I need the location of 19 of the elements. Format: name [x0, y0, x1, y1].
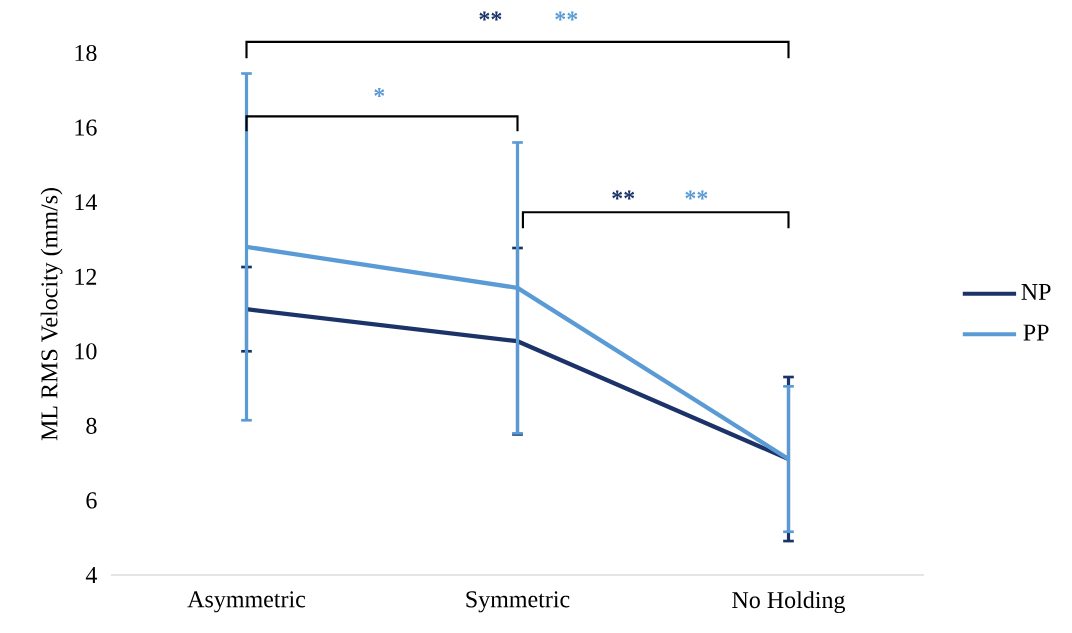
y-tick-label: 4: [85, 567, 98, 583]
y-tick-label: 18: [75, 44, 97, 62]
x-tick-label: Symmetric: [466, 591, 570, 613]
x-tick-label: No Holding: [732, 591, 846, 614]
y-tick-label: 10: [75, 343, 97, 360]
annotation: **: [612, 190, 635, 200]
annotation: *: [374, 87, 385, 97]
y-tick-label: 12: [75, 268, 97, 285]
y-tick-label: 6: [86, 492, 97, 509]
y-tick-label: 16: [75, 119, 97, 136]
legend-label: NP: [1021, 284, 1051, 300]
y-axis-title: ML RMS Velocity (mm/s): [40, 188, 63, 441]
y-tick-label: 8: [86, 417, 97, 434]
text: **: [555, 11, 578, 21]
text: **: [479, 11, 502, 21]
x-tick-label: Asymmetric: [187, 591, 306, 613]
y-tick-label: 14: [75, 194, 98, 211]
legend-label: PP: [1023, 324, 1049, 341]
annotation: **: [685, 190, 708, 200]
